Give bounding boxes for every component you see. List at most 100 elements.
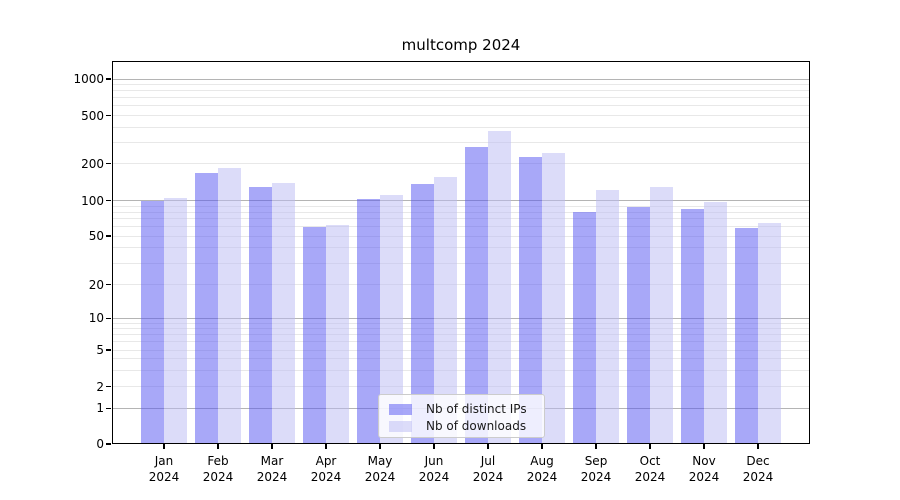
gridline-minor [113, 163, 809, 164]
legend-swatch-distinct-ips [389, 403, 412, 415]
y-tick [106, 199, 111, 202]
x-tick [541, 444, 543, 449]
bar-downloads [326, 225, 349, 444]
gridline-minor [113, 262, 809, 264]
y-tick [106, 385, 111, 388]
y-tick [106, 235, 111, 237]
gridline-minor [113, 205, 809, 207]
gridline-minor [113, 247, 809, 249]
bar-downloads [596, 190, 619, 444]
x-tick-label: Oct 2024 [634, 454, 666, 484]
legend-swatch-downloads [389, 420, 412, 432]
x-tick-label: Sep 2024 [580, 454, 612, 484]
x-tick [649, 444, 651, 449]
gridline-minor [113, 358, 809, 360]
y-tick-label: 1 [96, 401, 104, 416]
gridline-minor [113, 84, 809, 86]
y-tick-label: 1000 [73, 72, 104, 86]
x-tick [163, 444, 165, 449]
legend-label-distinct-ips: Nb of distinct IPs [426, 402, 527, 416]
gridline-minor [113, 211, 809, 213]
x-tick [325, 444, 327, 449]
bar-downloads [758, 223, 781, 444]
x-tick [217, 444, 219, 449]
bar-downloads [218, 167, 241, 444]
x-tick-label: Feb 2024 [202, 454, 234, 484]
x-tick-label: Nov 2024 [688, 454, 720, 484]
gridline-minor [113, 334, 809, 336]
bar-distinct-ips [519, 156, 542, 444]
gridline-major [113, 200, 809, 202]
x-tick [379, 444, 381, 449]
y-tick-label: 50 [88, 229, 104, 243]
y-tick-label: 500 [81, 108, 104, 123]
chart-title: multcomp 2024 [401, 36, 521, 54]
x-tick-label: Apr 2024 [310, 454, 342, 484]
y-tick-label: 100 [81, 193, 104, 208]
x-tick-label: May 2024 [364, 454, 396, 484]
gridline-major [113, 317, 809, 319]
gridline-minor [113, 328, 809, 329]
bar-distinct-ips [465, 146, 488, 444]
x-tick [595, 444, 597, 449]
x-tick [433, 444, 435, 449]
x-tick-label: Mar 2024 [256, 454, 288, 484]
gridline-minor [113, 386, 809, 388]
bar-distinct-ips [627, 206, 650, 444]
bar-distinct-ips [195, 172, 218, 444]
y-tick [106, 162, 111, 165]
y-tick-label: 20 [88, 277, 104, 292]
gridline-minor [113, 126, 809, 128]
gridline-minor [113, 226, 809, 228]
gridline-minor [113, 218, 809, 220]
bar-distinct-ips [681, 208, 704, 444]
gridline-minor [113, 349, 809, 351]
bar-downloads [650, 187, 673, 444]
bar-downloads [434, 177, 457, 444]
gridline-minor [113, 105, 809, 107]
x-tick [271, 444, 273, 449]
y-tick-label: 0 [96, 437, 104, 451]
bar-downloads [380, 195, 403, 444]
y-tick [106, 349, 111, 351]
gridline-minor [113, 369, 809, 371]
bar-distinct-ips [303, 226, 326, 444]
bar-downloads [164, 197, 187, 444]
legend-label-downloads: Nb of downloads [426, 419, 527, 433]
x-tick [487, 444, 489, 449]
gridline-minor [113, 322, 809, 324]
gridline-minor [113, 115, 809, 116]
gridline-minor [113, 97, 809, 99]
x-tick-label: Aug 2024 [526, 454, 558, 484]
y-tick-label: 10 [88, 311, 104, 326]
bar-distinct-ips [357, 199, 380, 444]
plot-frame [112, 61, 810, 444]
bar-distinct-ips [411, 183, 434, 444]
x-tick-label: Dec 2024 [742, 454, 774, 484]
y-tick [106, 78, 111, 80]
x-tick [703, 444, 705, 449]
gridline-minor [113, 235, 809, 237]
bar-downloads [704, 202, 727, 444]
y-tick [106, 283, 111, 286]
gridline-major [113, 78, 809, 80]
bar-downloads [542, 153, 565, 444]
bar-distinct-ips [249, 186, 272, 444]
x-tick-label: Jul 2024 [472, 454, 504, 484]
y-tick [106, 443, 111, 445]
y-tick-label: 5 [96, 343, 104, 357]
bar-distinct-ips [573, 212, 596, 444]
x-tick-label: Jun 2024 [418, 454, 450, 484]
bar-downloads [272, 183, 295, 444]
bar-downloads [488, 130, 511, 444]
gridline-minor [113, 90, 809, 92]
gridline-minor [113, 341, 809, 343]
y-tick [106, 317, 111, 320]
y-tick-label: 2 [96, 379, 104, 394]
bar-distinct-ips [735, 228, 758, 444]
legend: Nb of distinct IPs Nb of downloads [378, 394, 545, 438]
x-tick-label: Jan 2024 [148, 454, 180, 484]
x-tick [757, 444, 759, 449]
y-tick-label: 200 [81, 156, 104, 171]
